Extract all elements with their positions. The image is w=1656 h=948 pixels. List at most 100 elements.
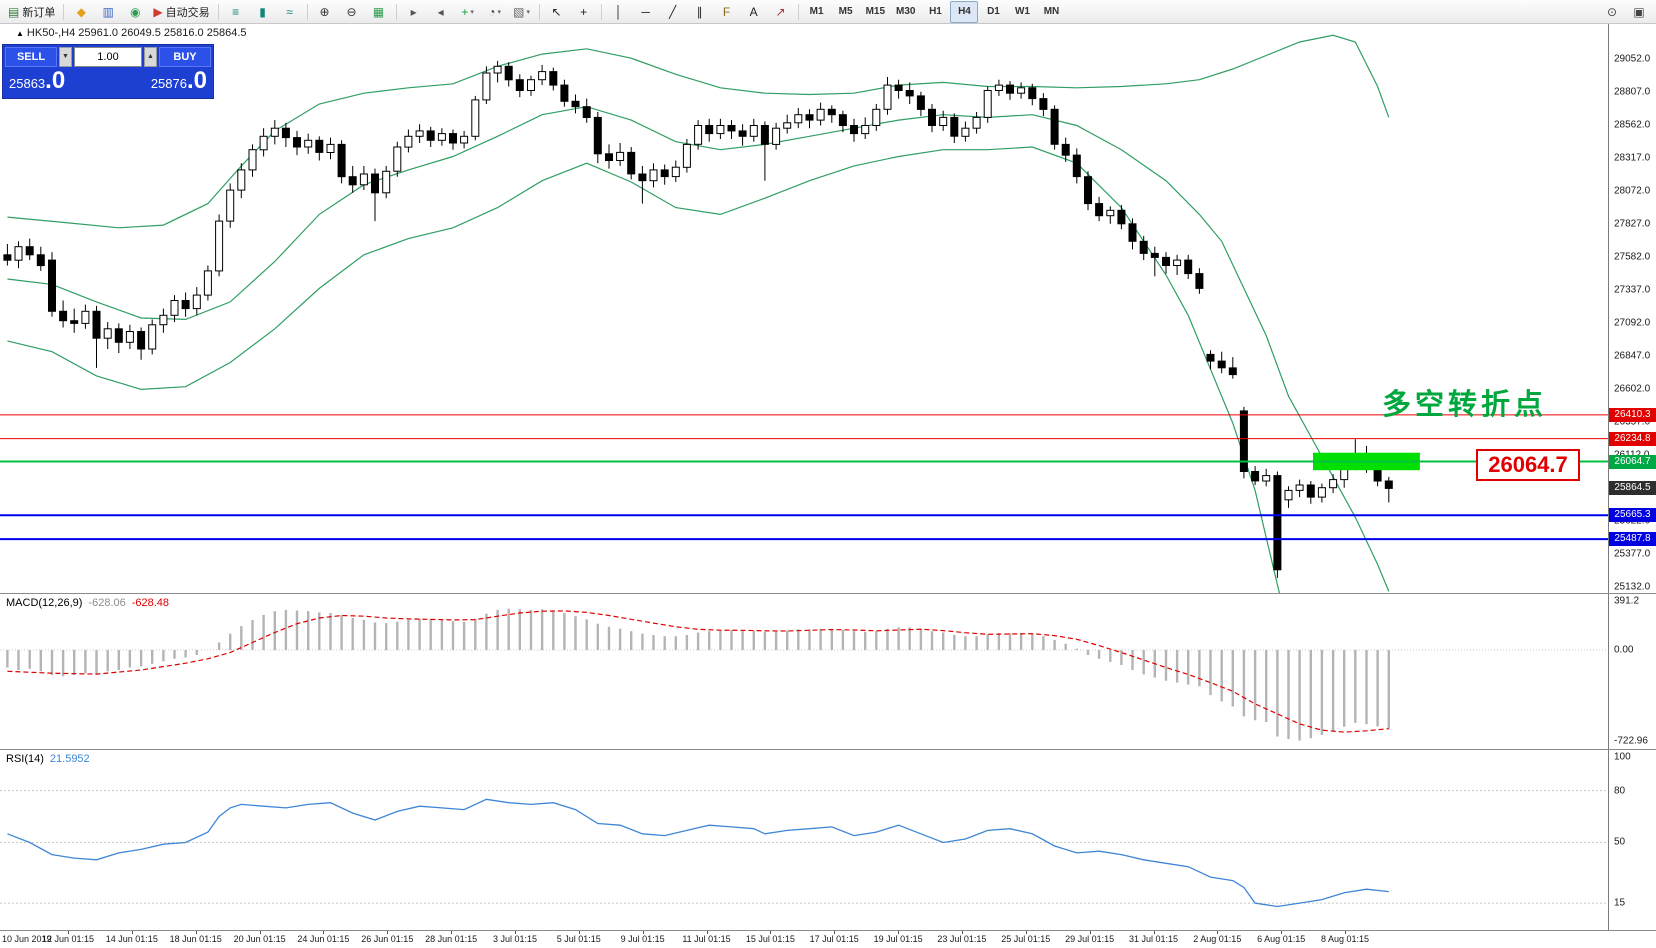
tile-windows-icon-glyph: ▦: [372, 4, 385, 19]
time-label: 10 Jun 2019: [2, 934, 52, 944]
channel-icon[interactable]: ∥: [687, 2, 713, 22]
indicators-button[interactable]: + ▾: [455, 2, 481, 22]
macd-signal-value: -628.48: [131, 597, 170, 609]
time-label: 2 Aug 01:15: [1193, 934, 1242, 944]
time-tick: [1089, 931, 1091, 934]
rsi-value: 21.5952: [49, 753, 90, 765]
timeframe-M15-button[interactable]: M15: [865, 6, 886, 17]
pane-separator[interactable]: [0, 593, 1656, 594]
time-tick: [1153, 931, 1155, 934]
volume-up-button[interactable]: ▲: [144, 47, 157, 67]
chart-shift-icon[interactable]: ◂: [428, 2, 454, 22]
horizontal-line-icon[interactable]: ─: [633, 2, 659, 22]
tile-windows-icon[interactable]: ▦: [366, 2, 392, 22]
alerts-icon[interactable]: ◆: [68, 2, 94, 22]
fibonacci-icon[interactable]: F: [714, 2, 740, 22]
candlestick-chart-icon[interactable]: ▮: [250, 2, 276, 22]
sell-price-frac: .0: [45, 67, 66, 94]
time-tick: [770, 931, 772, 934]
buy-price-main: 25876: [150, 76, 187, 91]
periods-button[interactable]: ◔ ▾: [482, 2, 508, 22]
price-axis-label: 29052.0: [1614, 53, 1651, 65]
rsi-pane-svg[interactable]: [0, 750, 1608, 930]
time-tick: [706, 931, 708, 934]
macd-value: -628.06: [88, 597, 126, 609]
toolbar-separator: [538, 3, 540, 20]
timeframe-M1-button[interactable]: M1: [809, 6, 824, 17]
time-label: 24 Jun 01:15: [297, 934, 350, 944]
price-axis-label: 26357.0: [1614, 416, 1651, 428]
new-order-button[interactable]: ▤ 新订单: [4, 2, 59, 22]
price-axis-label: 25377.0: [1614, 548, 1651, 560]
time-label: 6 Aug 01:15: [1257, 934, 1306, 944]
search-icon[interactable]: ⊙: [1599, 2, 1625, 22]
auto-scroll-icon-glyph: ▸: [410, 4, 417, 19]
alerts-icon-glyph: ◆: [76, 4, 86, 19]
chart-ohlc-label: ▲ HK50-,H4 25961.0 26049.5 25816.0 25864.…: [16, 27, 247, 39]
dropdown-caret-icon: ▾: [497, 8, 501, 16]
time-tick: [961, 931, 963, 934]
volume-input[interactable]: [74, 47, 142, 67]
time-label: 5 Jul 01:15: [556, 934, 601, 944]
time-label: 17 Jul 01:15: [809, 934, 859, 944]
indicator-axis-label: 15: [1614, 897, 1626, 909]
timeframe-D1-button[interactable]: D1: [987, 6, 1000, 17]
auto-scroll-icon[interactable]: ▸: [401, 2, 427, 22]
line-chart-icon[interactable]: ≈: [277, 2, 303, 22]
price-axis-label: 26847.0: [1614, 350, 1651, 362]
sell-price[interactable]: 25863 .0: [9, 69, 65, 93]
price-axis[interactable]: 29052.0 28807.0 28562.0 28317.0 28072.0 27827…: [1608, 24, 1656, 947]
zoom-out-icon[interactable]: ⊖: [339, 2, 365, 22]
crosshair-icon[interactable]: +: [571, 2, 597, 22]
time-label: 8 Aug 01:15: [1320, 934, 1370, 944]
cursor-icon[interactable]: ↖: [544, 2, 570, 22]
trendline-icon[interactable]: ╱: [660, 2, 686, 22]
text-label-icon[interactable]: A: [741, 2, 767, 22]
arrows-icon[interactable]: ↗: [768, 2, 794, 22]
buy-button[interactable]: BUY: [159, 47, 211, 67]
buy-price[interactable]: 25876 .0: [151, 69, 207, 93]
volume-down-button[interactable]: ▼: [59, 47, 72, 67]
timeframe-M30-button[interactable]: M30: [896, 6, 916, 17]
time-label: 19 Jul 01:15: [873, 934, 923, 944]
macd-name: MACD(12,26,9): [6, 597, 83, 609]
time-tick: [323, 931, 325, 934]
macd-pane-svg[interactable]: [0, 594, 1608, 750]
line-chart-icon-glyph: ≈: [286, 4, 293, 19]
new-chart-icon[interactable]: ▣: [1626, 2, 1652, 22]
price-axis-label: 25132.0: [1614, 581, 1651, 593]
bar-chart-icon-glyph: ≡: [232, 4, 240, 19]
timeframe-M5-button[interactable]: M5: [838, 6, 853, 17]
timeframe-H4-button[interactable]: H4: [950, 0, 979, 23]
zoom-in-icon[interactable]: ⊕: [312, 2, 338, 22]
sell-button[interactable]: SELL: [5, 47, 57, 67]
vertical-line-icon[interactable]: │: [606, 2, 632, 22]
price-axis-label: 28562.0: [1614, 119, 1651, 131]
pane-separator[interactable]: [0, 749, 1656, 750]
text-label-icon-glyph: A: [749, 4, 758, 19]
time-tick: [515, 931, 516, 934]
crosshair-icon-glyph: +: [580, 4, 588, 19]
timeframe-H1-button[interactable]: H1: [929, 6, 942, 17]
new-chart-icon-glyph: ▣: [1633, 4, 1645, 19]
price-badge: 25665.3: [1609, 508, 1656, 523]
data-window-icon-glyph: ◉: [130, 4, 141, 19]
timeframe-MN-button[interactable]: MN: [1043, 6, 1060, 17]
timeframe-W1-button[interactable]: W1: [1014, 6, 1030, 17]
time-label: 18 Jun 01:15: [169, 934, 222, 944]
time-tick: [387, 931, 389, 934]
bar-chart-icon[interactable]: ≡: [223, 2, 249, 22]
indicator-axis-label: -722.96: [1614, 735, 1648, 747]
data-window-icon[interactable]: ◉: [122, 2, 148, 22]
toolbar-separator: [217, 3, 219, 20]
time-tick: [451, 931, 453, 934]
time-tick: [898, 931, 900, 934]
time-label: 12 Jun 01:15: [41, 934, 95, 944]
market-watch-icon[interactable]: ▥: [95, 2, 121, 22]
price-badge: 26064.7: [1609, 454, 1656, 469]
toolbar-separator: [600, 3, 602, 20]
autotrade-button[interactable]: ▶ 自动交易: [149, 2, 213, 22]
templates-button[interactable]: ▧ ▾: [509, 2, 535, 22]
time-axis[interactable]: 10 Jun 2019 12 Jun 01:15 14 Jun 01:15 18 Ju…: [0, 930, 1656, 948]
main-chart-svg[interactable]: [0, 24, 1608, 594]
